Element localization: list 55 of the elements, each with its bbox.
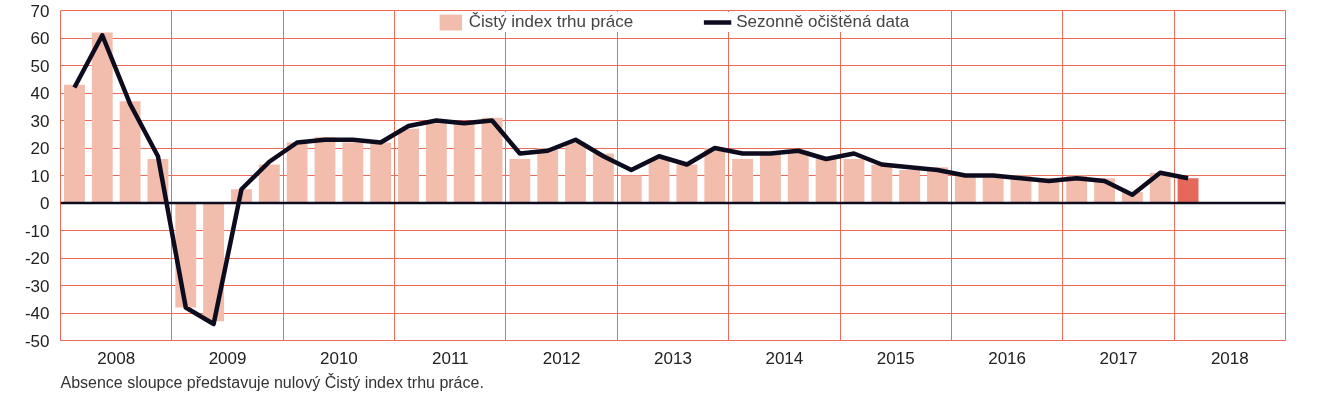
- bar: [342, 142, 364, 203]
- bar: [815, 159, 837, 203]
- bar: [537, 148, 559, 203]
- y-tick-label: 40: [30, 84, 50, 103]
- bar: [398, 128, 419, 203]
- bar: [899, 170, 921, 203]
- x-tick-label: 2015: [876, 348, 915, 368]
- bar: [732, 159, 754, 203]
- x-tick-label: 2013: [654, 348, 692, 368]
- bar: [203, 203, 225, 322]
- legend-label: Sezonně očištěná data: [736, 12, 910, 32]
- bar: [954, 175, 976, 203]
- bar: [63, 84, 85, 203]
- bar: [509, 159, 531, 203]
- bar: [704, 148, 726, 203]
- x-tick-label: 2014: [765, 348, 804, 368]
- y-tick-label: -40: [24, 304, 50, 323]
- bar: [1177, 178, 1199, 203]
- bar: [760, 153, 781, 203]
- bar: [119, 101, 141, 203]
- y-tick-label: -20: [24, 249, 50, 268]
- y-tick-label: 50: [30, 56, 50, 76]
- bar: [286, 142, 308, 203]
- y-tick-label: 20: [30, 139, 50, 158]
- bar: [565, 142, 586, 203]
- bar: [648, 159, 670, 203]
- bar: [787, 150, 809, 203]
- x-tick-label: 2008: [97, 348, 136, 368]
- bar: [91, 32, 113, 203]
- bar: [258, 164, 280, 203]
- y-tick-label: 10: [30, 166, 50, 186]
- bar: [592, 153, 614, 203]
- legend-label: Čistý index trhu práce: [468, 12, 634, 32]
- y-tick-label: 0: [40, 194, 50, 213]
- y-tick-label: -50: [24, 331, 50, 351]
- bar: [453, 123, 475, 203]
- bar: [425, 123, 447, 203]
- y-tick-label: -30: [24, 276, 50, 296]
- y-tick-label: -10: [24, 221, 50, 241]
- bar: [871, 164, 893, 203]
- x-tick-label: 2018: [1210, 348, 1249, 368]
- bar: [620, 175, 642, 203]
- x-tick-label: 2009: [208, 348, 247, 368]
- bar: [843, 159, 865, 203]
- x-tick-label: 2010: [320, 348, 358, 368]
- bar: [676, 164, 698, 203]
- x-tick-label: 2011: [431, 348, 469, 368]
- y-tick-label: 60: [30, 29, 50, 48]
- x-tick-label: 2016: [988, 348, 1027, 368]
- x-tick-label: 2017: [1099, 348, 1138, 368]
- x-tick-label: 2012: [542, 348, 581, 368]
- text: Absence sloupce představuje nulový Čistý index trhu práce.: [60, 372, 484, 391]
- y-tick-label: 70: [30, 1, 50, 21]
- bar: [370, 142, 392, 203]
- y-tick-label: 30: [30, 111, 50, 131]
